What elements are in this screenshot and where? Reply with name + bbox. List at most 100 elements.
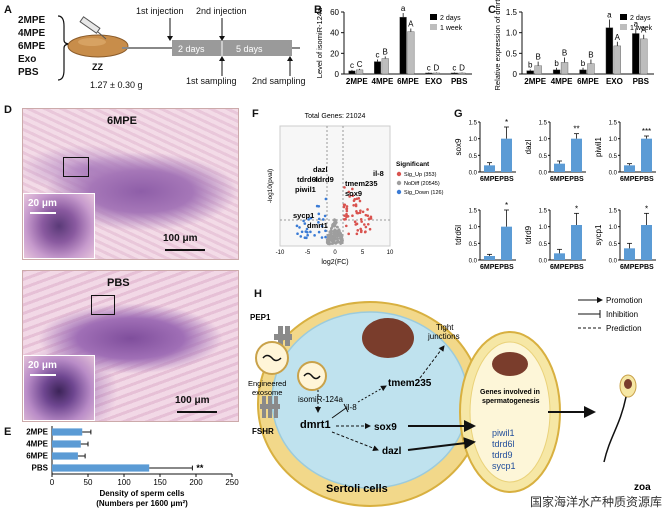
bar bbox=[571, 138, 582, 172]
point-nodiff bbox=[335, 225, 339, 229]
gene-annotation: il-8 bbox=[373, 169, 384, 178]
panel-h-label: H bbox=[254, 288, 262, 300]
x-axis-label: log2(FC) bbox=[321, 259, 348, 266]
x-tick-label: PBS bbox=[569, 176, 584, 183]
svg-text:2nd injection: 2nd injection bbox=[196, 6, 247, 16]
point-up bbox=[355, 197, 359, 201]
diagram-legend: Promotion Inhibition Prediction bbox=[578, 296, 642, 333]
y-tick-label: 1.5 bbox=[469, 121, 478, 127]
panel-d-label: D bbox=[4, 104, 12, 116]
point-up bbox=[345, 205, 349, 208]
significance-letter: a bbox=[634, 20, 639, 29]
panel-a-label: A bbox=[4, 4, 12, 16]
y-tick-label: 1.0 bbox=[506, 29, 518, 38]
gene-annotation: tdrd6l bbox=[297, 175, 318, 184]
fshr-label: FSHR bbox=[252, 427, 274, 436]
y-tick-label: PBS bbox=[32, 463, 49, 472]
point-down bbox=[323, 214, 327, 218]
point-up bbox=[352, 204, 355, 207]
significance-letter: D bbox=[459, 63, 465, 72]
y-tick-label: 40 bbox=[330, 29, 339, 38]
panel-h: H PEP1 FSHR Engineered exosome isomiR-12… bbox=[248, 286, 666, 516]
bar bbox=[554, 163, 565, 172]
x-tick-label: 6MPE bbox=[550, 176, 569, 183]
x-tick-label: 2MPE bbox=[346, 77, 368, 86]
point-down bbox=[315, 204, 319, 208]
point-down bbox=[298, 226, 301, 229]
significance-letter: c bbox=[427, 63, 431, 72]
x-tick-label: 6MPE bbox=[480, 264, 499, 271]
x-tick-label: 6MPE bbox=[397, 77, 419, 86]
point-up bbox=[359, 230, 363, 234]
legend-label: Sig_Down (126) bbox=[404, 190, 444, 196]
point-nodiff bbox=[334, 229, 337, 233]
y-tick-label: 0.0 bbox=[609, 171, 618, 177]
bar bbox=[613, 45, 621, 75]
svg-text:2nd sampling: 2nd sampling bbox=[252, 76, 306, 86]
bar bbox=[624, 248, 635, 260]
significance-letter: B bbox=[562, 48, 567, 57]
point-down bbox=[300, 230, 304, 234]
bar bbox=[587, 63, 595, 75]
bar bbox=[526, 70, 534, 75]
svg-text:1st injection: 1st injection bbox=[136, 6, 184, 16]
chart-title: Total Genes: 21024 bbox=[305, 113, 366, 120]
bar bbox=[501, 138, 512, 172]
point-nodiff bbox=[335, 221, 338, 224]
y-tick-label: 1.0 bbox=[609, 225, 618, 231]
bar bbox=[432, 72, 440, 75]
y-axis-label: sox9 bbox=[454, 138, 463, 155]
dmrt1-node: dmrt1 bbox=[300, 419, 331, 431]
group-item: 2MPE bbox=[18, 15, 46, 26]
volcano-plot: Total Genes: 21024 -10 -5 0 5 10 log2(FC) -log1… bbox=[267, 113, 444, 266]
point-down bbox=[295, 224, 299, 228]
significance-letter: A bbox=[408, 20, 414, 29]
x-tick-label: 0 bbox=[50, 478, 55, 487]
x-tick-label: EXO bbox=[425, 77, 442, 86]
point-nodiff bbox=[332, 231, 335, 235]
gene-label: piwil1 bbox=[492, 428, 515, 438]
point-nodiff bbox=[330, 226, 334, 230]
dazl-node: dazl bbox=[382, 446, 402, 457]
y-axis-label: piwil1 bbox=[594, 136, 603, 157]
point-up bbox=[343, 203, 347, 207]
x-tick-label: 50 bbox=[84, 478, 93, 487]
scale-bar bbox=[177, 411, 217, 413]
zoom-inset: 20 μm bbox=[23, 355, 95, 421]
group-item: PBS bbox=[18, 67, 39, 78]
bar bbox=[484, 165, 495, 172]
point-nodiff bbox=[337, 228, 341, 232]
panel-b: B 0 20 40 60 Level of isomiR-124a c C 2MPE c B 4MP… bbox=[312, 0, 482, 100]
highlight-box bbox=[63, 157, 89, 177]
svg-text:junctions: junctions bbox=[427, 332, 460, 341]
y-tick-label: 1.0 bbox=[469, 225, 478, 231]
point-down bbox=[313, 234, 316, 237]
y-tick-label: 1.0 bbox=[609, 137, 618, 143]
bar bbox=[484, 256, 495, 260]
point-down bbox=[302, 219, 305, 223]
syringe-icon bbox=[79, 16, 107, 40]
point-up bbox=[366, 208, 369, 211]
significance-letter: b bbox=[581, 59, 586, 68]
point-down bbox=[317, 212, 321, 216]
y-tick-label: 6MPE bbox=[26, 451, 48, 460]
legend-promotion: Promotion bbox=[606, 296, 642, 305]
point-down bbox=[324, 197, 328, 201]
point-nodiff bbox=[334, 237, 338, 241]
point-nodiff bbox=[329, 234, 333, 238]
point-up bbox=[354, 223, 358, 226]
significance-mark: * bbox=[575, 204, 578, 213]
significance-letter: b bbox=[554, 59, 559, 68]
bar bbox=[450, 72, 458, 75]
y-axis-label: dazl bbox=[524, 139, 533, 154]
fish-label: ZZ bbox=[92, 62, 103, 72]
bar bbox=[641, 225, 652, 260]
x-tick-label: -5 bbox=[305, 250, 311, 256]
x-tick-label: 4MPE bbox=[372, 77, 394, 86]
tmem235-node: tmem235 bbox=[388, 378, 432, 389]
point-up bbox=[355, 209, 358, 213]
bar bbox=[356, 69, 364, 75]
y-tick-label: 0.5 bbox=[506, 49, 518, 58]
